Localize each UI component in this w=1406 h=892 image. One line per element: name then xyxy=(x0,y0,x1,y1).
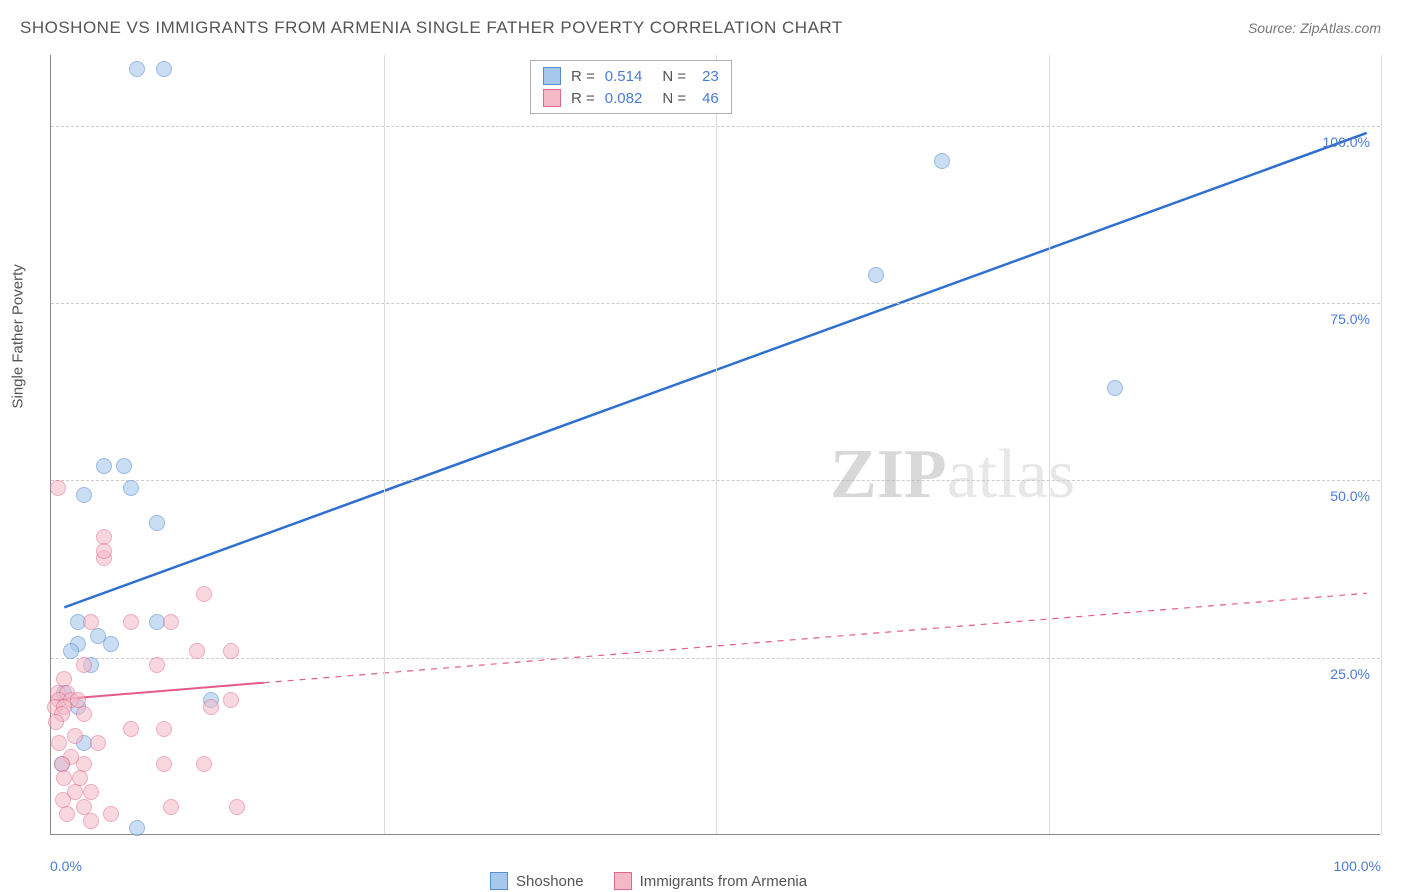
data-point xyxy=(868,267,884,283)
data-point xyxy=(149,657,165,673)
data-point xyxy=(123,480,139,496)
data-point xyxy=(123,721,139,737)
y-tick-label: 50.0% xyxy=(1330,488,1370,504)
gridline-v xyxy=(1381,55,1382,834)
data-point xyxy=(129,61,145,77)
data-point xyxy=(116,458,132,474)
data-point xyxy=(56,770,72,786)
data-point xyxy=(1107,380,1123,396)
chart-area: 25.0%50.0%75.0%100.0% ZIPatlas R = 0.514… xyxy=(50,55,1380,835)
data-point xyxy=(76,657,92,673)
source-label: Source: ZipAtlas.com xyxy=(1248,20,1381,36)
data-point xyxy=(83,813,99,829)
data-point xyxy=(83,614,99,630)
data-point xyxy=(163,799,179,815)
data-point xyxy=(163,614,179,630)
data-point xyxy=(223,692,239,708)
data-point xyxy=(149,515,165,531)
data-point xyxy=(76,487,92,503)
data-point xyxy=(156,756,172,772)
y-tick-label: 100.0% xyxy=(1323,134,1370,150)
data-point xyxy=(229,799,245,815)
data-point xyxy=(51,735,67,751)
stat-n-label: N = xyxy=(662,68,686,85)
data-point xyxy=(156,721,172,737)
stat-swatch-1 xyxy=(543,67,561,85)
data-point xyxy=(203,699,219,715)
data-point xyxy=(96,458,112,474)
gridline-v xyxy=(716,55,717,834)
stat-r1: 0.514 xyxy=(605,68,643,85)
stat-row-1: R = 0.514 N = 23 xyxy=(543,65,719,87)
data-point xyxy=(223,643,239,659)
data-point xyxy=(67,728,83,744)
data-point xyxy=(123,614,139,630)
data-point xyxy=(189,643,205,659)
legend-item-1: Shoshone xyxy=(490,872,584,890)
stat-r-label2: R = xyxy=(571,90,595,107)
stat-n-label2: N = xyxy=(662,90,686,107)
legend: Shoshone Immigrants from Armenia xyxy=(490,872,807,890)
stat-n2: 46 xyxy=(702,90,719,107)
stat-r2: 0.082 xyxy=(605,90,643,107)
gridline-v xyxy=(384,55,385,834)
stat-box: R = 0.514 N = 23 R = 0.082 N = 46 xyxy=(530,60,732,114)
legend-swatch-2 xyxy=(614,872,632,890)
data-point xyxy=(196,756,212,772)
x-min-label: 0.0% xyxy=(50,858,82,874)
stat-swatch-2 xyxy=(543,89,561,107)
legend-swatch-1 xyxy=(490,872,508,890)
data-point xyxy=(103,806,119,822)
data-point xyxy=(50,480,66,496)
y-tick-label: 25.0% xyxy=(1330,666,1370,682)
legend-item-2: Immigrants from Armenia xyxy=(614,872,808,890)
data-point xyxy=(156,61,172,77)
data-point xyxy=(129,820,145,836)
data-point xyxy=(934,153,950,169)
data-point xyxy=(48,714,64,730)
data-point xyxy=(63,643,79,659)
chart-title: SHOSHONE VS IMMIGRANTS FROM ARMENIA SING… xyxy=(20,18,843,38)
plot: 25.0% 50.0% 75.0% 100.0% xyxy=(50,55,1380,835)
y-axis-label: Single Father Poverty xyxy=(10,264,27,408)
data-point xyxy=(90,735,106,751)
stat-row-2: R = 0.082 N = 46 xyxy=(543,87,719,109)
x-max-label: 100.0% xyxy=(1334,858,1381,874)
data-point xyxy=(196,586,212,602)
data-point xyxy=(76,706,92,722)
stat-r-label: R = xyxy=(571,68,595,85)
legend-label-2: Immigrants from Armenia xyxy=(640,873,808,890)
legend-label-1: Shoshone xyxy=(516,873,584,890)
data-point xyxy=(103,636,119,652)
gridline-v xyxy=(1049,55,1050,834)
data-point xyxy=(96,543,112,559)
stat-n1: 23 xyxy=(702,68,719,85)
data-point xyxy=(59,806,75,822)
y-tick-label: 75.0% xyxy=(1330,311,1370,327)
